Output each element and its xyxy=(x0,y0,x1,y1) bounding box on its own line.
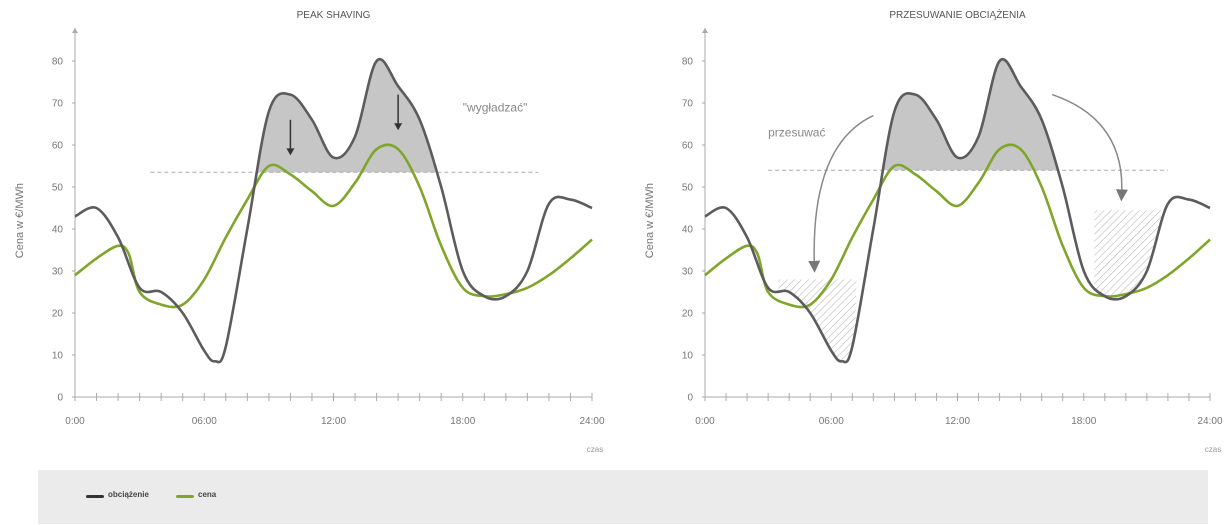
peak-area xyxy=(883,59,1058,171)
y-axis-label: Cena w €/MWh xyxy=(644,183,656,258)
down-arrow-head xyxy=(286,148,295,156)
chart-peak-shaving-svg: PEAK SHAVING 0 10 20 30 40 50 60 70 80 0:00 06:00 12… xyxy=(14,10,605,454)
series-line-load xyxy=(704,57,1211,364)
y-tick-label: 70 xyxy=(682,99,694,110)
y-axis-arrow xyxy=(702,28,708,33)
shifted-load-area xyxy=(1094,210,1168,300)
chart-peak-shaving: PEAK SHAVING 0 10 20 30 40 50 60 70 80 0:00 06:00 12… xyxy=(0,0,614,465)
x-axis-label: czas xyxy=(587,445,603,454)
legend-label-load: obciążenie xyxy=(108,490,149,499)
y-tick-label: 60 xyxy=(52,141,64,152)
y-tick-label: 30 xyxy=(52,267,64,278)
y-axis-label: Cena w €/MWh xyxy=(14,183,26,258)
y-tick-label: 0 xyxy=(687,393,693,404)
x-axis-label: czas xyxy=(1205,445,1221,454)
shift-arrow-left xyxy=(808,114,874,273)
x-tick-label: 12:00 xyxy=(945,416,970,427)
y-tick-label: 30 xyxy=(682,267,694,278)
y-tick-label: 80 xyxy=(682,57,694,68)
x-tick-label: 06:00 xyxy=(819,416,844,427)
shifted-load-area xyxy=(778,279,857,363)
x-tick-label: 18:00 xyxy=(1071,416,1096,427)
legend-swatch-price xyxy=(176,495,194,498)
y-tick-label: 80 xyxy=(52,57,64,68)
y-tick-label: 50 xyxy=(52,183,64,194)
y-tick-label: 10 xyxy=(682,351,694,362)
x-tick-label: 0:00 xyxy=(65,416,85,427)
down-arrow-head xyxy=(394,123,403,131)
y-tick-label: 20 xyxy=(682,309,694,320)
series-line-price xyxy=(74,143,593,309)
chart-load-shifting: PRZESUWANIE OBCIĄŻENIA 0 10 20 30 40 50 60 70 80 0… xyxy=(614,0,1228,465)
y-tick-label: 50 xyxy=(682,183,694,194)
y-tick-label: 40 xyxy=(682,225,694,236)
annotation-label: "wygładzać" xyxy=(463,100,528,114)
y-tick-label: 70 xyxy=(52,99,64,110)
chart-title: PEAK SHAVING xyxy=(297,10,371,21)
x-tick-label: 24:00 xyxy=(1197,416,1222,427)
legend-swatch-load xyxy=(86,495,104,498)
y-tick-label: 40 xyxy=(52,225,64,236)
series-line-price xyxy=(704,143,1211,309)
peak-area xyxy=(258,59,436,173)
annotation-label: przesuwać xyxy=(768,126,825,140)
series-line-load xyxy=(74,57,593,364)
x-tick-label: 06:00 xyxy=(192,416,217,427)
y-axis-arrow xyxy=(72,28,78,33)
y-tick-label: 60 xyxy=(682,141,694,152)
legend-label-price: cena xyxy=(198,490,217,499)
x-tick-label: 12:00 xyxy=(321,416,346,427)
x-tick-label: 18:00 xyxy=(450,416,475,427)
y-tick-label: 0 xyxy=(57,393,63,404)
shift-arrow-right xyxy=(1051,93,1128,202)
chart-title: PRZESUWANIE OBCIĄŻENIA xyxy=(889,8,1026,21)
chart-load-shifting-svg: PRZESUWANIE OBCIĄŻENIA 0 10 20 30 40 50 60 70 80 0… xyxy=(644,8,1223,454)
x-tick-label: 0:00 xyxy=(695,416,715,427)
y-tick-label: 10 xyxy=(52,351,64,362)
y-tick-label: 20 xyxy=(52,309,64,320)
legend: obciążenie cena xyxy=(38,470,1208,524)
x-tick-label: 24:00 xyxy=(579,416,604,427)
